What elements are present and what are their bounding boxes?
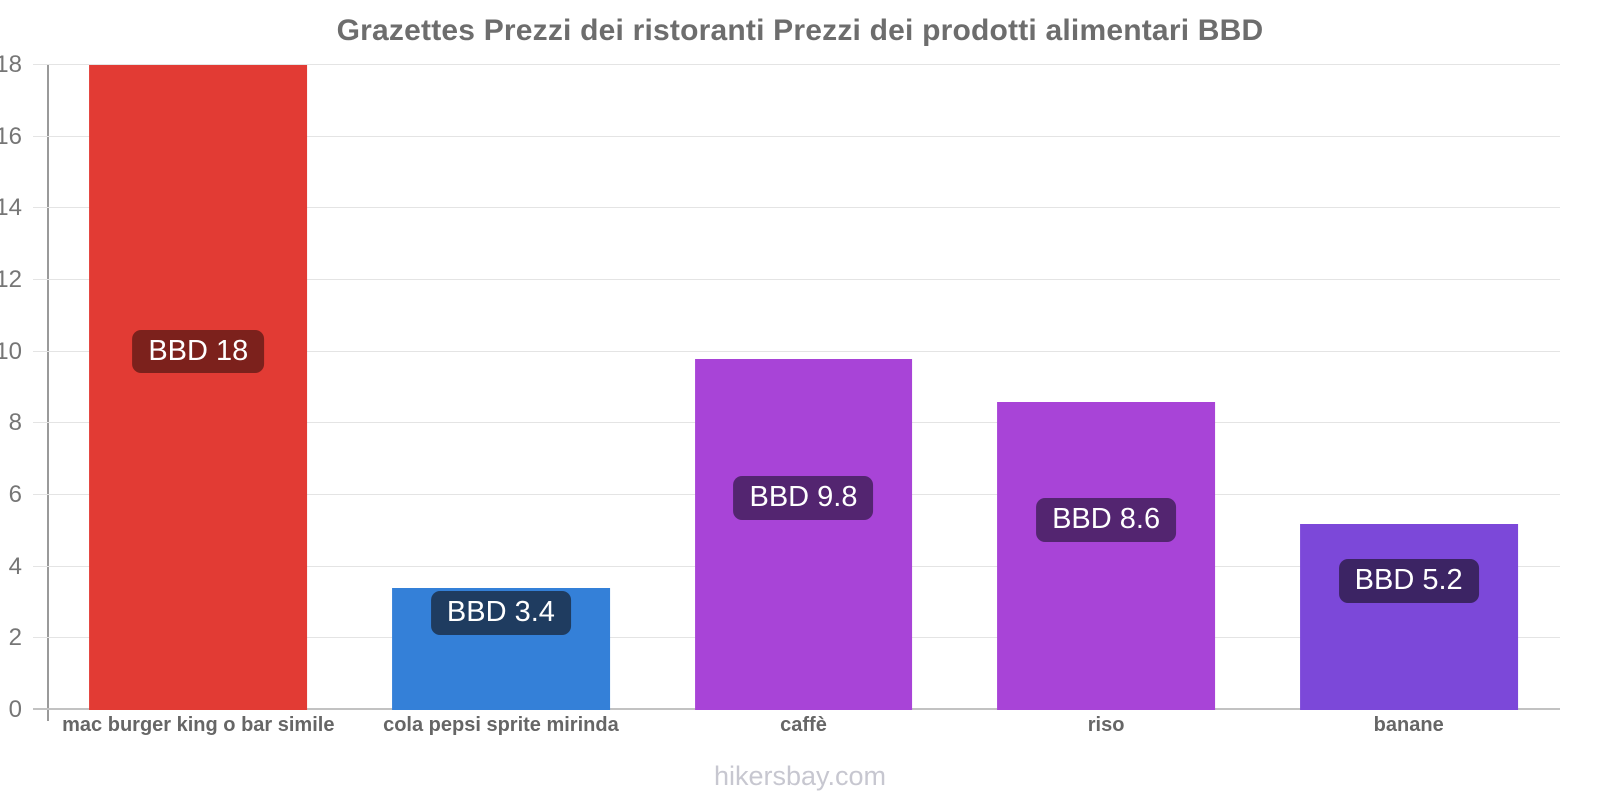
y-axis-tick-labels: 0 2 4 6 8 10 12 14 16 18 bbox=[0, 51, 36, 723]
y-tick-label: 4 bbox=[8, 552, 22, 580]
y-tick-label: 6 bbox=[8, 481, 22, 508]
category-label: banane bbox=[1373, 714, 1444, 736]
y-tick-label: 12 bbox=[0, 266, 22, 293]
category-label: mac burger king o bar simile bbox=[62, 714, 335, 736]
bar-value-label: BBD 8.6 bbox=[1036, 497, 1177, 542]
y-tick-label: 8 bbox=[8, 409, 22, 437]
category-label: caffè bbox=[780, 714, 827, 736]
gridline bbox=[33, 135, 1560, 137]
bar: BBD 9.8 bbox=[694, 358, 913, 710]
y-tick-label: 16 bbox=[0, 122, 22, 150]
gridline bbox=[33, 279, 1560, 280]
bar: BBD 3.4 bbox=[391, 588, 610, 710]
category-label: riso bbox=[1087, 714, 1125, 736]
y-tick-label: 10 bbox=[0, 337, 22, 365]
gridline bbox=[33, 207, 1560, 209]
y-axis-line bbox=[47, 65, 49, 721]
y-tick-label: 0 bbox=[8, 696, 22, 723]
gridline bbox=[33, 350, 1560, 352]
bar: BBD 18 bbox=[89, 65, 308, 710]
y-tick-label: 14 bbox=[0, 194, 22, 222]
y-tick-label: 18 bbox=[0, 51, 22, 78]
gridline bbox=[33, 64, 1560, 65]
y-tick-label: 2 bbox=[8, 624, 22, 652]
bar-value-label: BBD 5.2 bbox=[1338, 558, 1479, 603]
bar-value-label: BBD 9.8 bbox=[733, 476, 874, 521]
category-label: cola pepsi sprite mirinda bbox=[383, 714, 619, 736]
plot-area: BBD 18 BBD 3.4 BBD 9.8 BBD 8.6 BBD 5.2 bbox=[33, 64, 1560, 721]
bar: BBD 8.6 bbox=[997, 401, 1216, 710]
watermark-text: hikersbay.com bbox=[713, 761, 887, 791]
bar-value-label: BBD 18 bbox=[132, 329, 265, 374]
bar: BBD 5.2 bbox=[1299, 523, 1518, 710]
x-axis-category-labels: mac burger king o bar simile cola pepsi s… bbox=[47, 714, 1560, 744]
bar-value-label: BBD 3.4 bbox=[430, 591, 571, 635]
chart-title: Grazettes Prezzi dei ristoranti Prezzi d… bbox=[336, 14, 1264, 47]
